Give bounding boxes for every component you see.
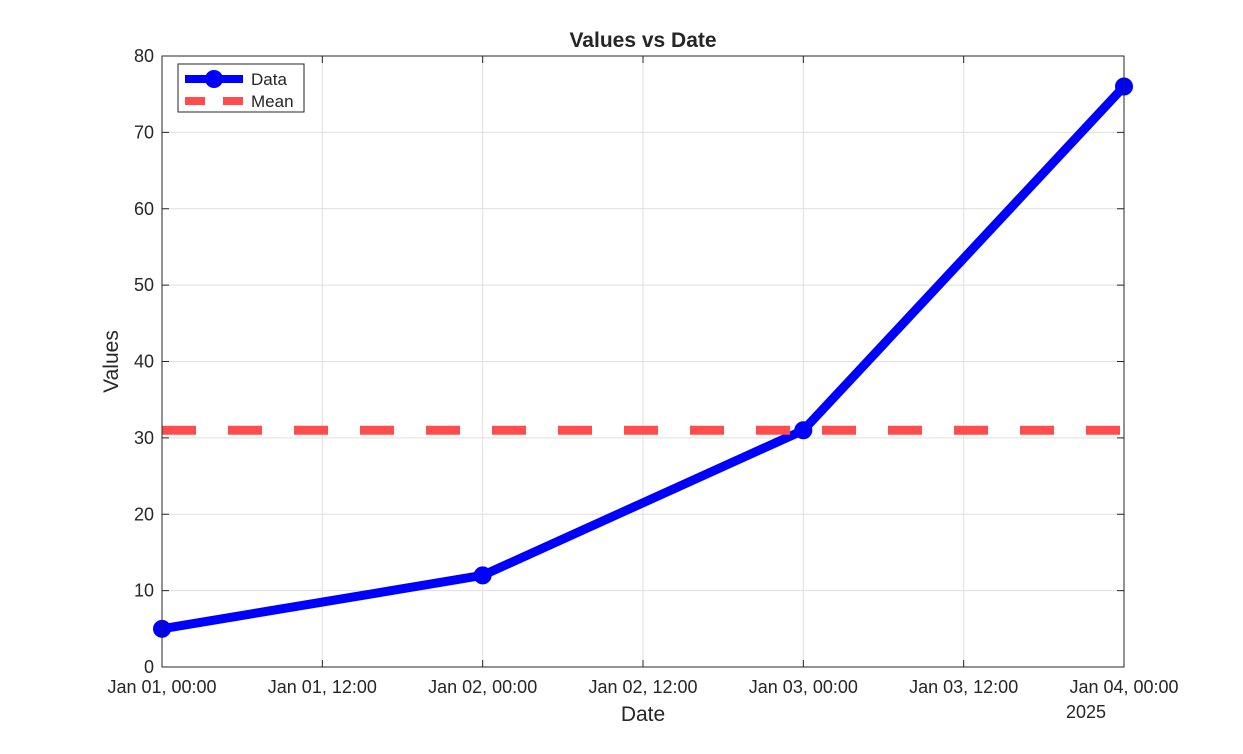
x-tick-label: Jan 03, 00:00 [749, 677, 858, 697]
x-axis-label: Date [621, 703, 665, 726]
x-axis-year-label: 2025 [1066, 702, 1106, 722]
y-tick-label: 70 [134, 122, 154, 142]
y-tick-label: 10 [134, 581, 154, 601]
y-axis-label: Values [100, 330, 123, 393]
data-point [794, 421, 813, 440]
legend-label: Mean [251, 92, 294, 111]
y-tick-label: 60 [134, 199, 154, 219]
x-tick-label: Jan 02, 00:00 [428, 677, 537, 697]
y-tick-label: 50 [134, 275, 154, 295]
x-tick-label: Jan 03, 12:00 [909, 677, 1018, 697]
y-tick-label: 80 [134, 46, 154, 66]
data-point [473, 566, 492, 585]
plot-series [153, 77, 1133, 638]
data-line [157, 82, 1129, 634]
legend: Data Mean [177, 63, 305, 113]
axes: Jan 01, 00:00 Jan 01, 12:00 Jan 02, 00:00 J… [107, 46, 1178, 697]
x-tick-label: Jan 01, 00:00 [107, 677, 216, 697]
x-tick-label: Jan 02, 12:00 [588, 677, 697, 697]
y-tick-label: 20 [134, 504, 154, 524]
y-tick-label: 0 [144, 657, 154, 677]
legend-label: Data [251, 70, 287, 89]
y-tick-label: 40 [134, 352, 154, 372]
legend-swatch-data-marker [205, 70, 223, 88]
x-tick-label: Jan 04, 00:00 [1069, 677, 1178, 697]
chart-title: Values vs Date [569, 29, 716, 52]
x-tick-label: Jan 01, 12:00 [268, 677, 377, 697]
y-tick-label: 30 [134, 428, 154, 448]
grid [161, 55, 1125, 668]
